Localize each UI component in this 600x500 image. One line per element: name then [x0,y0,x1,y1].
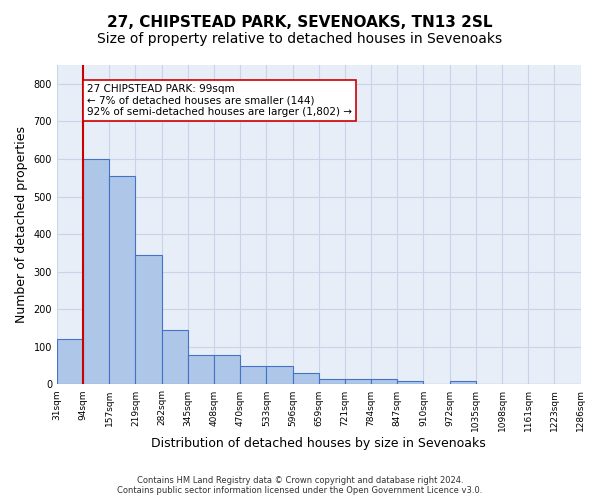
Bar [214,355,240,384]
Bar [161,330,188,384]
Bar [57,340,83,384]
Bar [293,373,319,384]
Y-axis label: Number of detached properties: Number of detached properties [15,126,28,323]
Text: Size of property relative to detached houses in Sevenoaks: Size of property relative to detached ho… [97,32,503,46]
Text: Contains HM Land Registry data © Crown copyright and database right 2024.
Contai: Contains HM Land Registry data © Crown c… [118,476,482,495]
X-axis label: Distribution of detached houses by size in Sevenoaks: Distribution of detached houses by size … [151,437,486,450]
Bar [136,255,161,384]
Bar [188,355,214,384]
Bar [319,379,345,384]
Bar [83,159,109,384]
Bar [266,366,293,384]
Bar [109,176,136,384]
Bar [371,379,397,384]
Text: 27 CHIPSTEAD PARK: 99sqm
← 7% of detached houses are smaller (144)
92% of semi-d: 27 CHIPSTEAD PARK: 99sqm ← 7% of detache… [87,84,352,117]
Bar [449,382,476,384]
Bar [345,379,371,384]
Bar [240,366,266,384]
Bar [397,382,424,384]
Text: 27, CHIPSTEAD PARK, SEVENOAKS, TN13 2SL: 27, CHIPSTEAD PARK, SEVENOAKS, TN13 2SL [107,15,493,30]
